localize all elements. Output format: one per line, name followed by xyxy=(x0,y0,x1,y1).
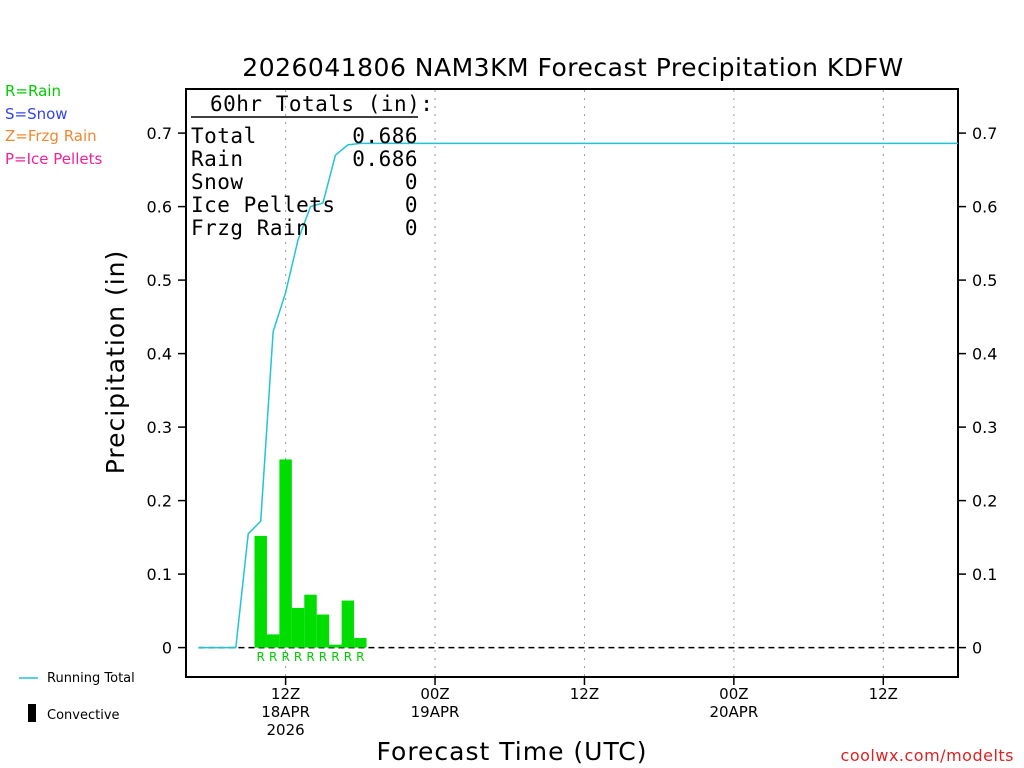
running-total-legend-label: Running Total xyxy=(47,671,135,686)
rain-bar-2 xyxy=(279,459,292,648)
type-label-0: R xyxy=(257,650,265,664)
rain-bar-4 xyxy=(304,594,317,648)
ytick-label-right-0: 0 xyxy=(972,639,982,658)
type-label-2: R xyxy=(281,650,289,664)
xtick-label-2-0: 12Z xyxy=(570,685,599,703)
totals-label-4: Frzg Rain xyxy=(191,216,309,240)
xtick-label-0-0: 12Z xyxy=(271,685,300,703)
convective-legend-label: Convective xyxy=(47,708,120,723)
y-axis-right: 0 0.1 0.2 0.3 0.4 0.5 0.6 0.7 xyxy=(958,124,997,658)
rain-bar-6 xyxy=(329,644,342,648)
totals-value-3: 0 xyxy=(405,193,418,217)
totals-box: 60hr Totals (in): Total 0.686 Rain 0.686 Sno… xyxy=(191,92,433,240)
totals-value-1: 0.686 xyxy=(352,147,418,171)
xtick-label-3-1: 20APR xyxy=(709,703,758,721)
rain-bar-3 xyxy=(291,607,305,648)
rain-bars xyxy=(254,459,367,648)
ytick-label-left-1: 0.1 xyxy=(147,565,172,584)
ytick-label-left-6: 0.6 xyxy=(147,198,172,217)
legend-rain: R=Rain xyxy=(5,82,61,100)
ytick-label-left-5: 0.5 xyxy=(147,271,172,290)
ytick-label-right-4: 0.4 xyxy=(972,345,997,364)
chart-title: 2026041806 NAM3KM Forecast Precipitation… xyxy=(242,53,903,82)
ytick-label-right-1: 0.1 xyxy=(972,565,997,584)
totals-label-1: Rain xyxy=(191,147,244,171)
totals-label-3: Ice Pellets xyxy=(191,193,336,217)
rain-bar-8 xyxy=(354,638,367,648)
totals-value-2: 0 xyxy=(405,170,418,194)
rain-bar-0 xyxy=(254,535,267,648)
ytick-label-right-3: 0.3 xyxy=(972,418,997,437)
credit-link[interactable]: coolwx.com/modelts xyxy=(841,746,1014,765)
ytick-label-left-4: 0.4 xyxy=(147,345,172,364)
legend-frzg-rain: Z=Frzg Rain xyxy=(5,127,97,145)
ytick-label-left-7: 0.7 xyxy=(147,124,172,143)
type-label-6: R xyxy=(331,650,339,664)
y-axis-left: 0 0.1 0.2 0.3 0.4 0.5 0.6 0.7 xyxy=(147,124,186,658)
ytick-label-left-3: 0.3 xyxy=(147,418,172,437)
type-label-8: R xyxy=(356,650,364,664)
rain-bar-7 xyxy=(341,600,355,648)
xtick-label-1-1: 19APR xyxy=(411,703,460,721)
xtick-label-0-2: 2026 xyxy=(267,721,305,739)
rain-bar-1 xyxy=(266,634,280,648)
ytick-label-right-5: 0.5 xyxy=(972,271,997,290)
legend-snow: S=Snow xyxy=(5,105,68,123)
xtick-label-3-0: 00Z xyxy=(719,685,748,703)
running-total-line xyxy=(198,142,958,649)
rain-bar-5 xyxy=(316,614,330,648)
type-label-5: R xyxy=(319,650,327,664)
totals-header: 60hr Totals (in): xyxy=(210,92,433,116)
x-axis-title: Forecast Time (UTC) xyxy=(377,737,648,766)
type-label-3: R xyxy=(294,650,302,664)
totals-value-4: 0 xyxy=(405,216,418,240)
type-label-1: R xyxy=(269,650,277,664)
ytick-label-left-0: 0 xyxy=(162,639,172,658)
xtick-label-4-0: 12Z xyxy=(869,685,898,703)
ytick-label-right-2: 0.2 xyxy=(972,492,997,511)
totals-value-0: 0.686 xyxy=(352,124,418,148)
ytick-label-left-2: 0.2 xyxy=(147,492,172,511)
gridlines xyxy=(285,90,884,676)
totals-label-0: Total xyxy=(191,124,257,148)
xtick-label-1-0: 00Z xyxy=(420,685,449,703)
y-axis-title: Precipitation (in) xyxy=(101,250,130,475)
plot-frame xyxy=(185,88,959,678)
type-label-7: R xyxy=(344,650,352,664)
totals-label-2: Snow xyxy=(191,170,244,194)
ytick-label-right-7: 0.7 xyxy=(972,124,997,143)
type-label-4: R xyxy=(306,650,314,664)
ytick-label-right-6: 0.6 xyxy=(972,198,997,217)
legend-ice-pellets: P=Ice Pellets xyxy=(5,150,102,168)
convective-legend-swatch xyxy=(28,704,36,722)
xtick-label-0-1: 18APR xyxy=(261,703,310,721)
